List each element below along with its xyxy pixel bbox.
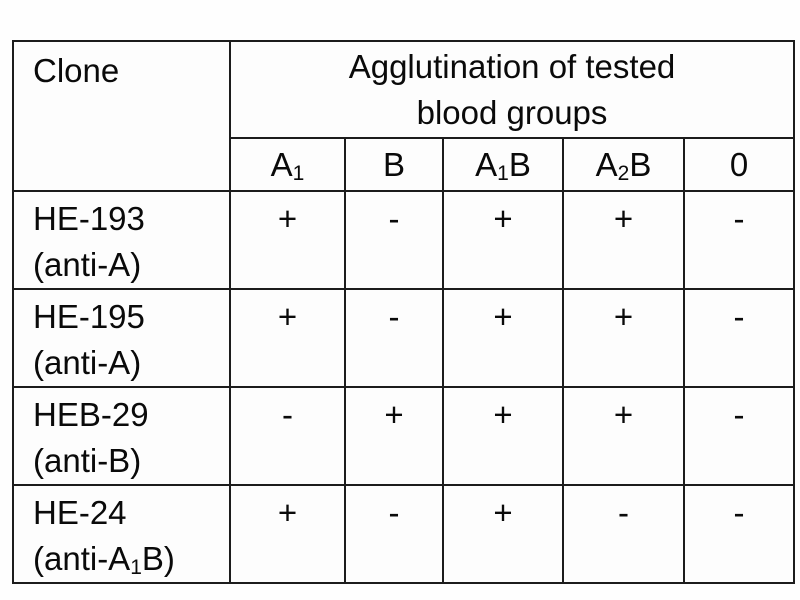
clone-label-he-195: HE-195 (anti-A) [12, 288, 231, 388]
result-cell: + [562, 386, 685, 486]
result-cell: - [229, 386, 346, 486]
column-header-a2b: A2B [562, 137, 685, 192]
clone-label-heb-29: HEB-29 (anti-B) [12, 386, 231, 486]
group-header: Agglutination of tested blood groups [228, 40, 796, 139]
clone-spec: (anti-A1B) [33, 540, 175, 579]
table-row: A1 B A1B A2B 0 [13, 137, 796, 192]
clone-label-he-24: HE-24 (anti-A1B) [12, 484, 231, 584]
clone-spec: (anti-B) [33, 442, 142, 479]
column-header-a1b: A1B [442, 137, 564, 192]
result-cell: + [442, 386, 564, 486]
result-cell: + [442, 484, 564, 584]
result-cell: + [562, 288, 685, 388]
result-cell: + [442, 190, 564, 290]
table-row: HE-24 (anti-A1B) + - + - - [12, 484, 796, 584]
table-row: HE-193 (anti-A) + - + + - [12, 190, 796, 290]
clone-label-he-193: HE-193 (anti-A) [12, 190, 231, 290]
result-cell: - [344, 190, 444, 290]
clone-column-header: Clone [12, 40, 231, 192]
result-cell: + [442, 288, 564, 388]
clone-name: HE-24 [33, 494, 127, 531]
result-cell: + [229, 190, 346, 290]
column-header-a1: A1 [229, 137, 346, 192]
result-cell: + [562, 190, 685, 290]
clone-name: HEB-29 [33, 396, 149, 433]
result-cell: - [344, 484, 444, 584]
result-cell: - [344, 288, 444, 388]
group-header-line2: blood groups [416, 94, 608, 131]
result-cell: - [682, 484, 796, 584]
table-row: HEB-29 (anti-B) - + + + - [12, 386, 796, 486]
table-row: Clone Agglutination of tested blood grou… [12, 40, 796, 192]
clone-name: HE-195 [33, 298, 145, 335]
clone-spec: (anti-A) [33, 246, 142, 283]
result-cell: - [562, 484, 685, 584]
result-cell: + [229, 484, 346, 584]
result-cell: + [229, 288, 346, 388]
clone-name: HE-193 [33, 200, 145, 237]
group-header-line1: Agglutination of tested [348, 48, 676, 85]
clone-spec: (anti-A) [33, 344, 142, 381]
result-cell: - [682, 190, 796, 290]
agglutination-table: Clone Agglutination of tested blood grou… [12, 40, 796, 584]
column-header-0: 0 [682, 137, 796, 192]
table-row: HE-195 (anti-A) + - + + - [12, 288, 796, 388]
column-header-b: B [344, 137, 444, 192]
result-cell: - [682, 386, 796, 486]
result-cell: + [344, 386, 444, 486]
result-cell: - [682, 288, 796, 388]
